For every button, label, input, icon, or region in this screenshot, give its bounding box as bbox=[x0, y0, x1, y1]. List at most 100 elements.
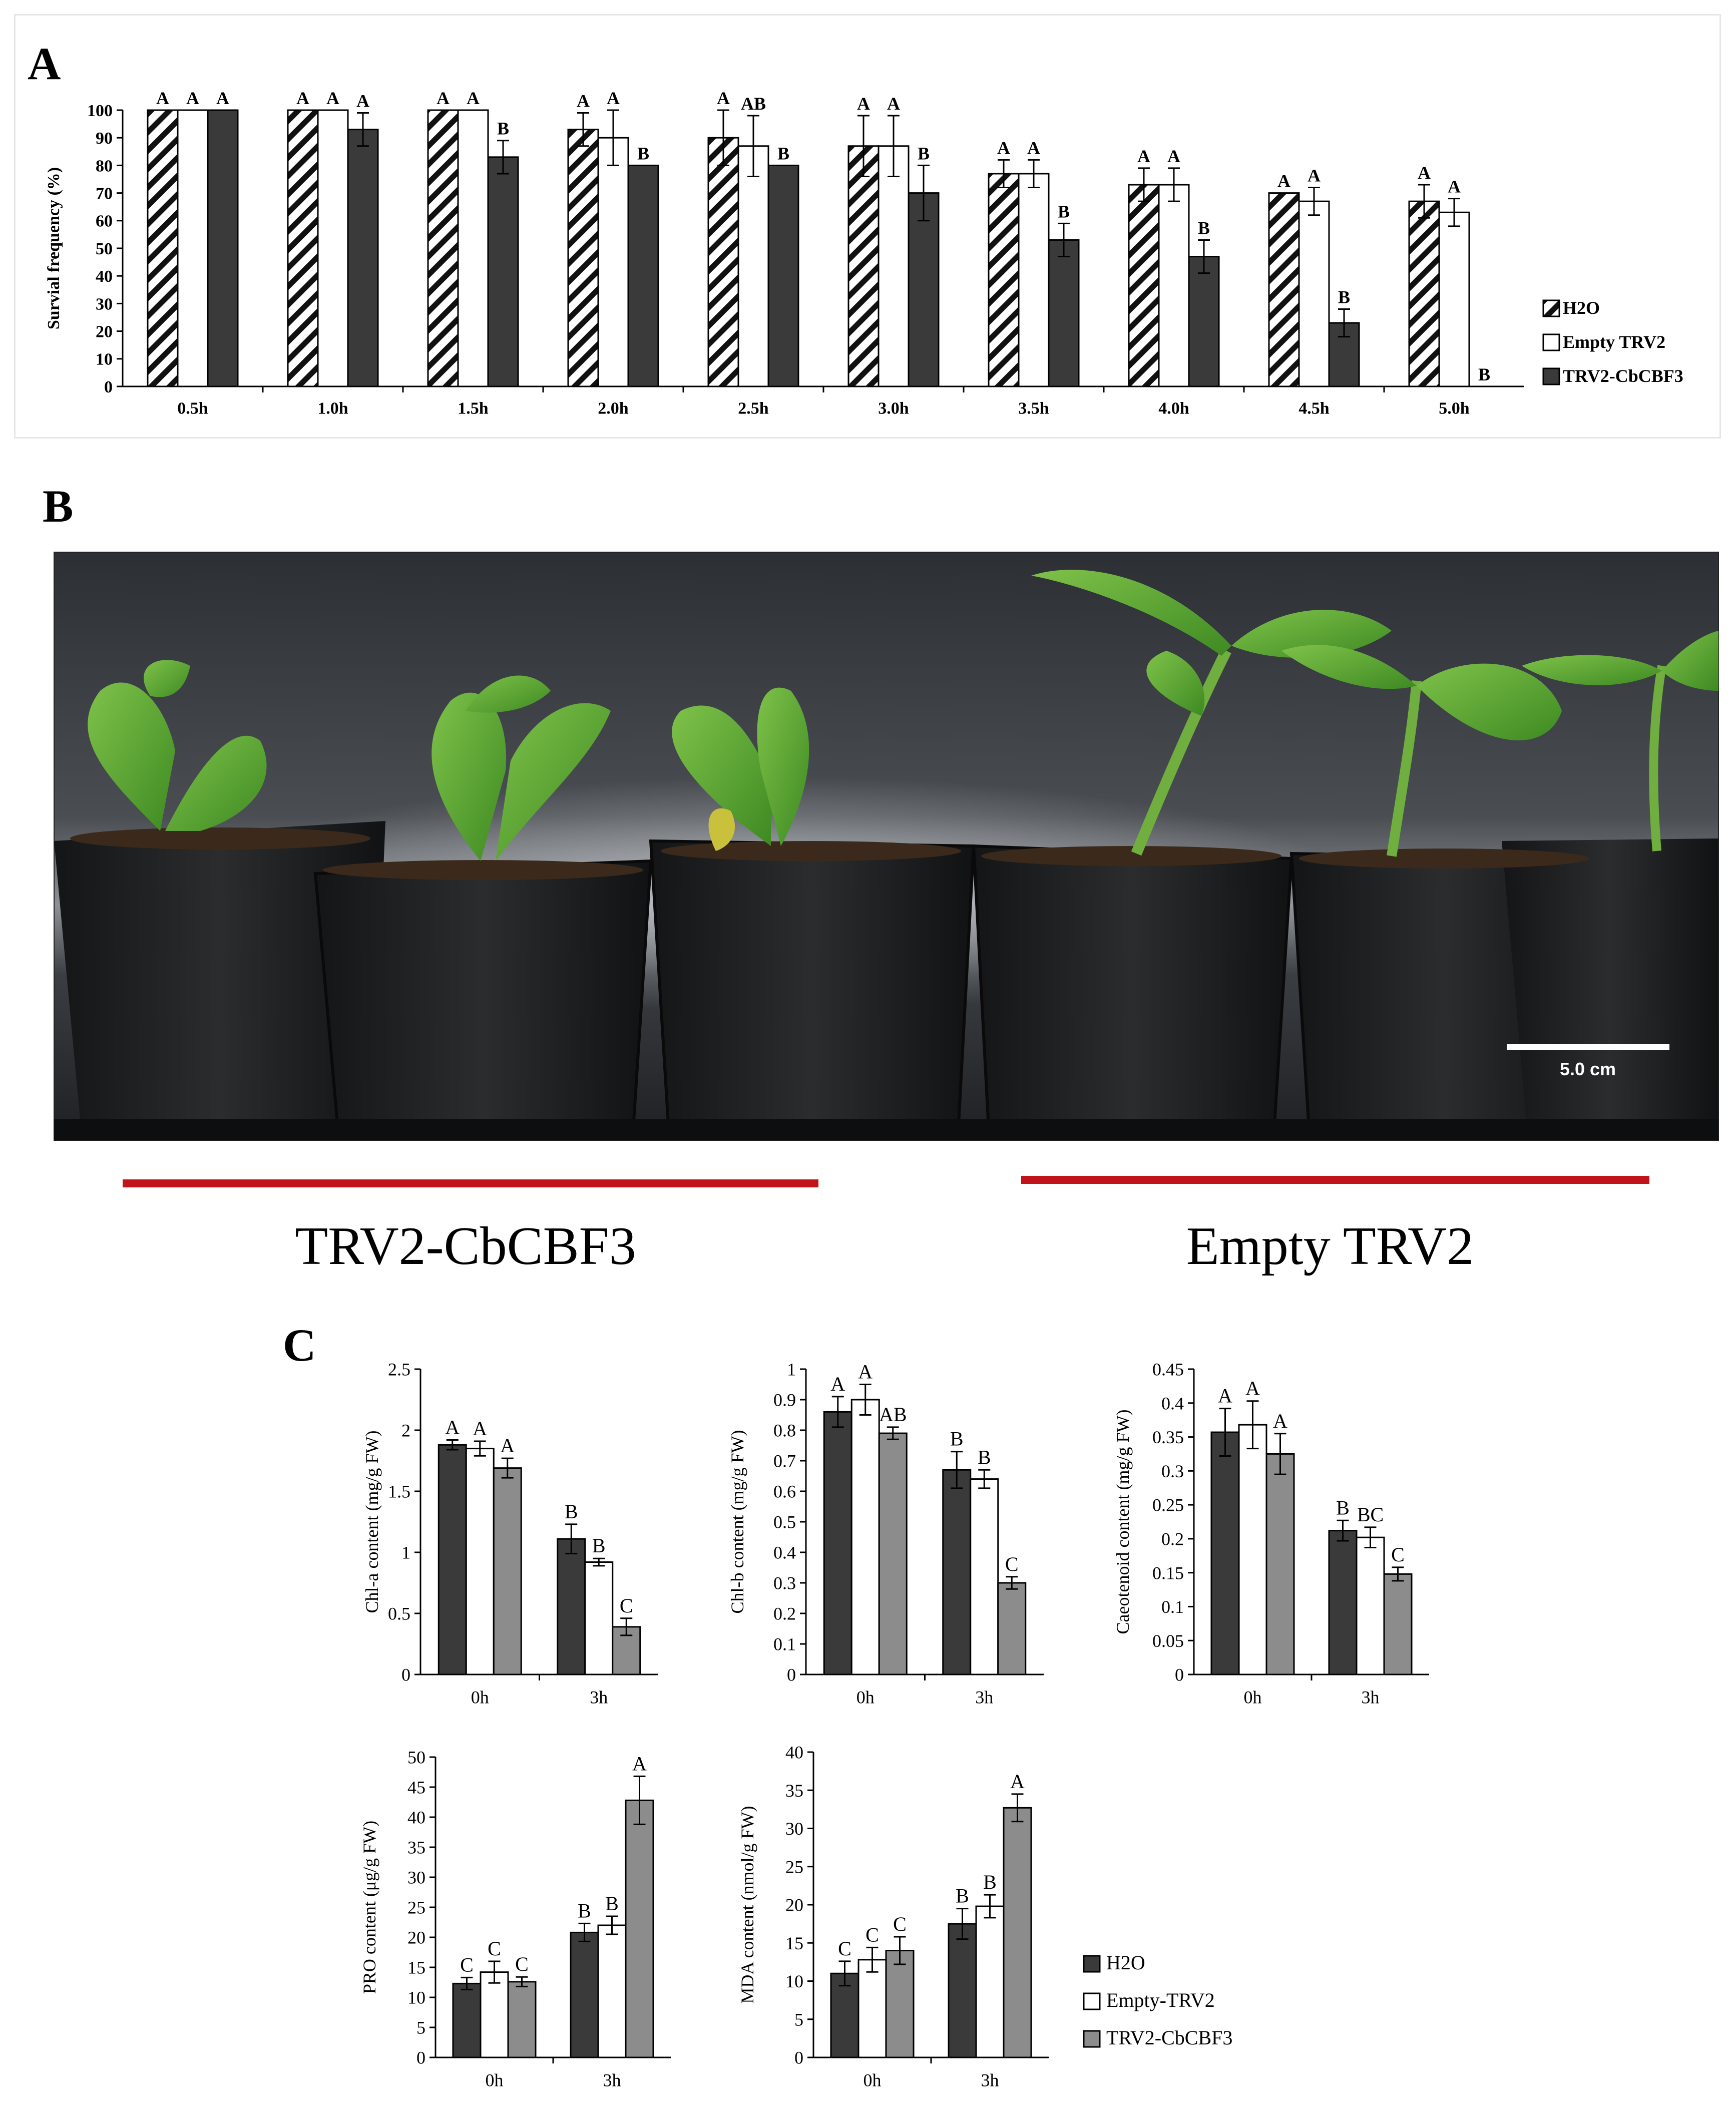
significance-letter: A bbox=[296, 88, 309, 108]
bar bbox=[885, 1950, 915, 2058]
bar bbox=[1268, 192, 1300, 387]
significance-letter: A bbox=[356, 91, 369, 111]
scale-bar-label: 5.0 cm bbox=[1560, 1059, 1616, 1079]
significance-letter: A bbox=[858, 1361, 873, 1383]
bar bbox=[480, 1971, 509, 2058]
x-tick-label: 0h bbox=[471, 1688, 489, 1708]
bar bbox=[948, 1923, 977, 2058]
bar bbox=[997, 1582, 1027, 1675]
bar bbox=[147, 109, 179, 387]
significance-letter: A bbox=[1218, 1385, 1232, 1407]
y-axis-label: Chl-b content (mg/g FW) bbox=[727, 1430, 747, 1614]
bar bbox=[347, 129, 379, 387]
bar bbox=[1128, 184, 1160, 387]
significance-letter: B bbox=[497, 119, 509, 139]
x-tick-label: 3.5h bbox=[1018, 399, 1049, 417]
legend-c: H2O Empty-TRV2 TRV2-CbCBF3 bbox=[1083, 1951, 1232, 2049]
legend-empty-trv2-swatch bbox=[1542, 333, 1560, 351]
x-tick-label: 0h bbox=[856, 1688, 875, 1708]
bar bbox=[1158, 184, 1190, 387]
y-tick-label: 2 bbox=[401, 1421, 410, 1441]
x-tick-label: 3.0h bbox=[878, 399, 909, 417]
significance-letter: B bbox=[950, 1428, 964, 1450]
y-tick-label: 5 bbox=[416, 2018, 425, 2038]
significance-letter: A bbox=[997, 138, 1010, 158]
carotenoid-chart: 0 0.05 0.1 0.15 0.2 0.25 0.3 0.35 0.4 0.45 Caeoten… bbox=[1113, 1360, 1429, 1708]
y-tick-label: 0.1 bbox=[773, 1634, 796, 1654]
x-tick-label: 4.0h bbox=[1158, 399, 1189, 417]
y-tick-label: 0 bbox=[794, 2048, 803, 2068]
y-tick-label: 30 bbox=[96, 295, 113, 313]
y-tick-label: 20 bbox=[785, 1895, 803, 1915]
significance-letter: B bbox=[956, 1885, 969, 1907]
y-tick-label: 30 bbox=[407, 1868, 425, 1888]
bar bbox=[207, 109, 239, 387]
bar bbox=[627, 164, 659, 387]
bar bbox=[493, 1467, 522, 1675]
significance-letter: B bbox=[777, 143, 789, 163]
bar bbox=[438, 1444, 467, 1675]
legend-c-trv2-swatch bbox=[1083, 2030, 1101, 2048]
significance-letter: C bbox=[1391, 1543, 1405, 1566]
x-tick-label: 0h bbox=[1244, 1688, 1262, 1708]
y-axis-label: Caeotenoid content (mg/g FW) bbox=[1113, 1410, 1133, 1634]
bar bbox=[1018, 173, 1050, 387]
wilted-plants bbox=[88, 660, 809, 861]
bar bbox=[823, 1411, 852, 1675]
bar bbox=[457, 109, 489, 387]
chl-b-chart: 0 0.1 0.2 0.3 0.4 0.5 0.6 0.7 0.8 0.9 1 Chl-b conte… bbox=[727, 1360, 1044, 1708]
bar bbox=[878, 145, 910, 387]
significance-letter: B bbox=[1336, 1496, 1350, 1519]
y-tick-label: 0 bbox=[416, 2048, 425, 2068]
bar bbox=[857, 1959, 887, 2058]
y-tick-label: 0.6 bbox=[773, 1482, 796, 1502]
bar bbox=[850, 1399, 880, 1675]
bar bbox=[317, 109, 349, 387]
bar bbox=[975, 1905, 1005, 2058]
legend-trv2-cbcbf3-label: TRV2-CbCBF3 bbox=[1563, 366, 1683, 386]
significance-letter: B bbox=[578, 1899, 591, 1922]
significance-letter: A bbox=[1137, 146, 1150, 166]
bar bbox=[988, 173, 1020, 387]
legend-trv2-cbcbf3-swatch bbox=[1542, 367, 1560, 385]
significance-letter: B bbox=[592, 1534, 606, 1557]
y-tick-label: 0.45 bbox=[1152, 1360, 1184, 1380]
y-tick-label: 80 bbox=[96, 157, 113, 175]
y-tick-label: 1.5 bbox=[388, 1482, 410, 1502]
significance-letter: C bbox=[865, 1923, 879, 1946]
bar bbox=[625, 1799, 654, 2058]
y-tick-label: 2.5 bbox=[388, 1360, 410, 1380]
bar bbox=[584, 1561, 614, 1675]
x-tick-label: 5.0h bbox=[1439, 399, 1470, 417]
significance-letter: B bbox=[983, 1871, 997, 1893]
significance-letter: A bbox=[1418, 163, 1431, 183]
bar bbox=[908, 192, 940, 387]
y-tick-label: 30 bbox=[785, 1819, 803, 1839]
significance-letter: A bbox=[1027, 138, 1040, 158]
significance-letter: C bbox=[488, 1937, 501, 1960]
legend-h2o-label: H2O bbox=[1563, 298, 1600, 318]
significance-letter: A bbox=[887, 94, 900, 114]
bar bbox=[465, 1448, 495, 1675]
y-tick-label: 35 bbox=[785, 1781, 803, 1801]
y-tick-label: 40 bbox=[785, 1743, 803, 1763]
bar bbox=[287, 109, 319, 387]
y-tick-label: 100 bbox=[87, 102, 113, 120]
y-tick-label: 0.3 bbox=[773, 1573, 796, 1593]
healthy-plants bbox=[1031, 570, 1718, 857]
bar bbox=[597, 137, 629, 387]
y-tick-label: 0 bbox=[104, 378, 113, 396]
y-tick-label: 0 bbox=[1175, 1665, 1184, 1685]
y-tick-label: 0.5 bbox=[388, 1604, 410, 1624]
significance-letter: A bbox=[857, 94, 870, 114]
panel-a-frame bbox=[14, 14, 1721, 439]
bar bbox=[567, 129, 599, 387]
legend-a: H2O Empty TRV2 TRV2-CbCBF3 bbox=[1542, 298, 1683, 386]
panel-a-label: A bbox=[28, 38, 61, 89]
significance-letter: A bbox=[577, 91, 590, 111]
significance-letter: A bbox=[1010, 1770, 1025, 1793]
legend-c-trv2-label: TRV2-CbCBF3 bbox=[1106, 2026, 1232, 2049]
significance-letter: A bbox=[437, 88, 450, 108]
y-tick-label: 50 bbox=[407, 1748, 425, 1768]
significance-letter: A bbox=[500, 1434, 515, 1457]
